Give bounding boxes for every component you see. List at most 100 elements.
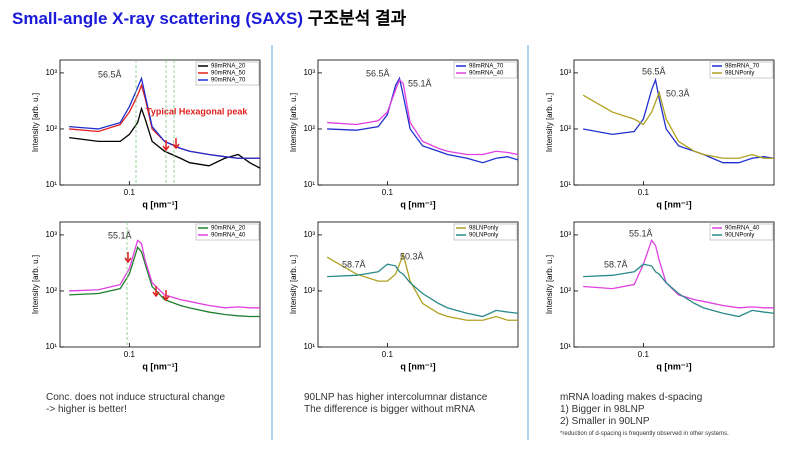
legend-box [709, 61, 774, 79]
series-line [582, 90, 774, 159]
y-axis-label: Intensity [arb. u.] [545, 93, 554, 152]
y-tick-label: 10² [303, 286, 315, 295]
series-line [583, 77, 775, 164]
title-en: Small-angle X-ray scattering (SAXS) [12, 9, 303, 28]
annotation: 58.7Å [342, 259, 366, 269]
y-tick-label: 10¹ [559, 342, 571, 351]
y-axis-label: Intensity [arb. u.] [31, 255, 40, 314]
plot-frame [317, 59, 519, 186]
legend-box [195, 223, 260, 241]
series-line [69, 239, 260, 309]
caption: 90LNP has higher intercolumnar distance T… [304, 392, 487, 416]
annotation: 58.7Å [604, 259, 628, 269]
legend-box [709, 223, 774, 241]
x-tick-label: 0.1 [124, 350, 136, 359]
y-tick-label: 10³ [45, 68, 57, 77]
y-tick-label: 10¹ [303, 180, 315, 189]
arrow [162, 140, 170, 152]
legend-label: 90mRNA_40 [211, 233, 246, 239]
x-tick-label: 0.1 [638, 188, 650, 197]
y-tick-label: 10³ [559, 230, 571, 239]
legend-label: 90mRNA_70 [211, 78, 246, 84]
y-tick-label: 10¹ [45, 342, 57, 351]
legend-label: 90mRNA_40 [469, 71, 504, 77]
annotation: Typical Hexagonal peak [146, 106, 248, 116]
x-axis-label: q [nm⁻¹] [142, 361, 177, 371]
legend-label: 90mRNA_50 [211, 71, 246, 77]
series-line [69, 246, 260, 318]
title-ko: 구조분석 결과 [307, 9, 407, 28]
legend-label: 90LNPonly [725, 233, 754, 239]
x-axis-label: q [nm⁻¹] [400, 361, 435, 371]
caption: mRNA loading makes d-spacing 1) Bigger in… [560, 392, 729, 440]
legend-label: 98LNPonly [469, 226, 498, 232]
y-tick-label: 10³ [45, 230, 57, 239]
annotation: 50.3Å [400, 251, 424, 261]
caption-line: 2) Smaller in 90LNP [560, 416, 650, 427]
y-tick-label: 10³ [559, 68, 571, 77]
caption-line: -> higher is better! [46, 404, 127, 415]
legend-label: 98LNPonly [725, 71, 754, 77]
y-tick-label: 10² [559, 286, 571, 295]
series-line [327, 263, 519, 318]
arrow [172, 138, 180, 150]
annotation: 55.1Å [629, 228, 653, 238]
series-line [583, 263, 775, 318]
x-tick-label: 0.1 [382, 350, 394, 359]
legend-box [453, 61, 518, 79]
legend-box [453, 223, 518, 241]
legend-label: 90LNPonly [469, 233, 498, 239]
annotation: 56.5Å [98, 69, 122, 79]
caption-line: The difference is bigger without mRNA [304, 404, 476, 415]
legend-label: 90mRNA_40 [725, 226, 760, 232]
legend-label: 98mRNA_70 [725, 64, 760, 70]
series-line [327, 78, 519, 156]
annotation: 55.1Å [108, 230, 132, 240]
series-line [583, 238, 774, 309]
annotation: 56.5Å [366, 68, 390, 78]
arrow [152, 286, 160, 298]
series-line [326, 252, 518, 321]
y-axis-label: Intensity [arb. u.] [31, 93, 40, 152]
annotation: 50.3Å [666, 88, 690, 98]
series-line [327, 76, 519, 164]
arrow [124, 252, 132, 264]
x-axis-label: q [nm⁻¹] [142, 199, 177, 209]
y-tick-label: 10² [45, 124, 57, 133]
caption-line: Conc. does not induce structural change [46, 392, 225, 403]
y-tick-label: 10² [45, 286, 57, 295]
annotation: 55.1Å [408, 78, 432, 88]
y-tick-label: 10² [303, 124, 315, 133]
x-tick-label: 0.1 [638, 350, 650, 359]
caption-line: *reduction of d-spacing is frequently ob… [560, 431, 729, 437]
x-tick-label: 0.1 [124, 188, 136, 197]
x-axis-label: q [nm⁻¹] [400, 199, 435, 209]
caption-line: 1) Bigger in 98LNP [560, 404, 645, 415]
caption-line: mRNA loading makes d-spacing [560, 392, 703, 403]
y-tick-label: 10³ [303, 230, 315, 239]
y-tick-label: 10¹ [45, 180, 57, 189]
series-line [69, 106, 261, 169]
plot-frame [573, 221, 775, 348]
x-tick-label: 0.1 [382, 188, 394, 197]
caption: Conc. does not induce structural change -… [46, 392, 225, 416]
x-axis-label: q [nm⁻¹] [656, 199, 691, 209]
annotation: 56.5Å [642, 66, 666, 76]
y-tick-label: 10¹ [559, 180, 571, 189]
y-tick-label: 10² [559, 124, 571, 133]
y-axis-label: Intensity [arb. u.] [289, 255, 298, 314]
plot-frame [317, 221, 519, 348]
series-line [69, 76, 260, 159]
legend-box [195, 61, 260, 86]
caption-line: 90LNP has higher intercolumnar distance [304, 392, 488, 403]
plot-frame [59, 221, 261, 348]
x-axis-label: q [nm⁻¹] [656, 361, 691, 371]
legend-label: 98mRNA_70 [469, 64, 504, 70]
arrow [162, 290, 170, 302]
y-tick-label: 10¹ [303, 342, 315, 351]
y-tick-label: 10³ [303, 68, 315, 77]
plot-frame [59, 59, 261, 186]
y-axis-label: Intensity [arb. u.] [289, 93, 298, 152]
